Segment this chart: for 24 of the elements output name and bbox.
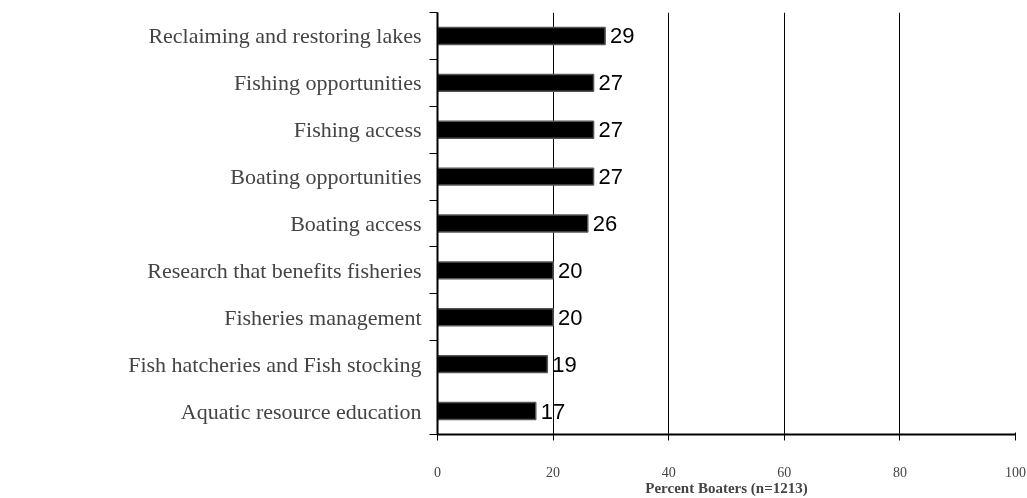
x-tick-label: 80	[892, 464, 907, 480]
x-tick-label: 20	[546, 464, 561, 480]
data-label: 27	[598, 70, 624, 96]
x-tick-label: 0	[434, 464, 441, 480]
x-tick-label: 40	[661, 464, 676, 480]
y-tick-label: Boating opportunities	[230, 164, 422, 190]
y-tick-label: Fishing access	[293, 117, 422, 143]
y-tick-label: Research that benefits fisheries	[147, 257, 422, 283]
y-tick-label: Fisheries management	[224, 304, 422, 330]
x-tick-label: 100	[1005, 464, 1026, 480]
data-label: 26	[592, 211, 618, 236]
data-label: 29	[610, 23, 635, 49]
y-tick-label: Aquatic resource education	[180, 398, 422, 424]
x-tick-label: 60	[777, 464, 792, 480]
y-tick-label: Fishing opportunities	[233, 70, 422, 96]
data-label: 20	[558, 304, 583, 330]
data-label: 27	[598, 164, 624, 190]
data-label: 20	[558, 257, 583, 283]
data-label: 27	[598, 117, 624, 143]
y-tick-label: Boating access	[290, 211, 422, 236]
data-label: 19	[552, 351, 577, 377]
y-tick-label: Reclaiming and restoring lakes	[148, 23, 422, 49]
x-axis-title: Percent Boaters (n=1213)	[645, 479, 808, 497]
y-tick-label: Fish hatcheries and Fish stocking	[128, 351, 422, 377]
